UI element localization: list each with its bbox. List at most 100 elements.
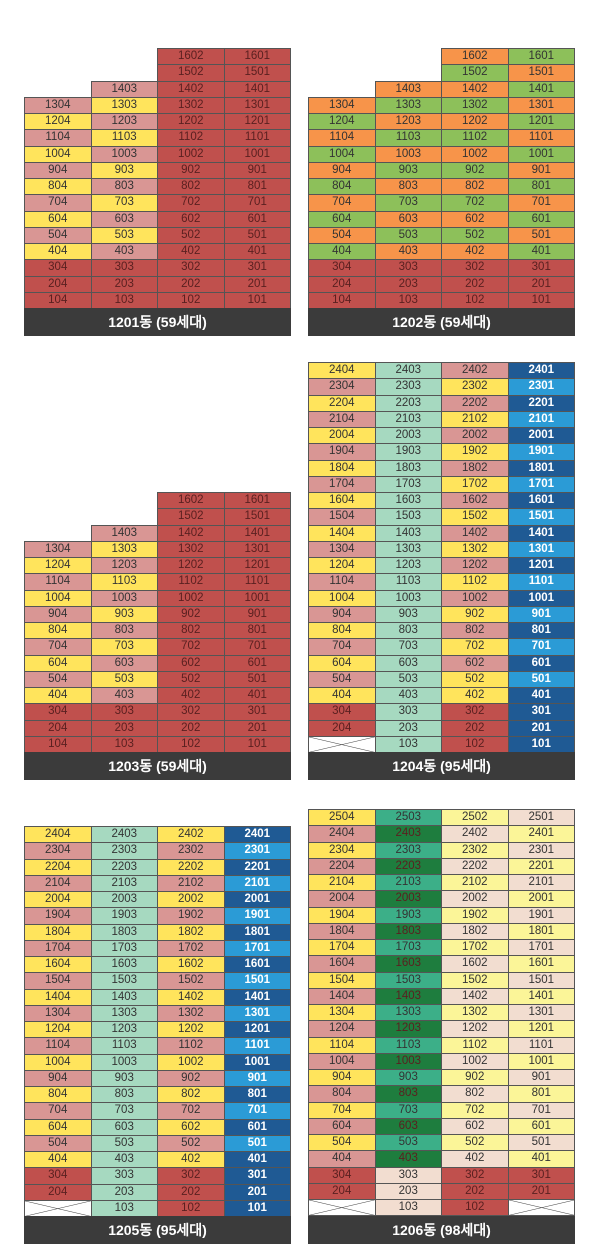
unit-cell: 203 (90, 275, 158, 293)
unit-cell: 104 (308, 291, 376, 309)
unit-cell: 401 (223, 1151, 291, 1169)
unit-cell: 902 (441, 1069, 509, 1087)
unit-cell: 2304 (24, 842, 92, 860)
unit-cell: 504 (308, 1134, 376, 1152)
unit-cell: 1604 (308, 955, 376, 973)
unit-cell: 1401 (223, 524, 291, 542)
unit-cell: 403 (90, 243, 158, 261)
unit-cell: 404 (24, 1151, 92, 1169)
unit-cell: 803 (90, 622, 158, 640)
unit-cell: 2404 (24, 826, 92, 844)
unit-cell: 804 (308, 1085, 376, 1103)
unit-cell: 401 (507, 243, 575, 261)
unit-cell: 502 (441, 1134, 509, 1152)
unit-cell: 1801 (507, 922, 575, 940)
unit-cell: 1503 (374, 971, 442, 989)
unit-cell: 204 (24, 719, 92, 737)
unit-cell: 302 (157, 259, 225, 277)
unit-cell: 201 (223, 719, 291, 737)
unit-cell: 804 (308, 178, 376, 196)
unit-cell: 304 (308, 703, 376, 721)
unit-cell: 1201 (223, 1021, 291, 1039)
unit-cell: 701 (223, 638, 291, 656)
unit-cell: 1903 (374, 906, 442, 924)
unit-cell: 502 (157, 1134, 225, 1152)
unit-cell: 201 (223, 1183, 291, 1201)
unit-cell: 1401 (507, 987, 575, 1005)
unit-cell: 1003 (90, 145, 158, 163)
unit-cell: 1003 (374, 589, 442, 607)
unit-cell: 301 (223, 1167, 291, 1185)
unit-cell: 803 (90, 178, 158, 196)
unit-cell: 801 (223, 1086, 291, 1104)
unit-cell: 804 (308, 622, 376, 640)
unit-cell: 1302 (441, 1004, 509, 1022)
unit-cell: 901 (223, 605, 291, 623)
unit-cell: 1402 (157, 524, 225, 542)
unit-cell: 1601 (507, 955, 575, 973)
unit-cell: 1501 (223, 64, 291, 82)
unit-cell: 1701 (507, 475, 575, 493)
unit-cell: 2502 (441, 809, 509, 827)
unit-cell: 2101 (507, 874, 575, 892)
unit-cell: 103 (90, 291, 158, 309)
unit-cell: 201 (507, 275, 575, 293)
unit-cell: 1303 (90, 1004, 158, 1022)
unit-cell: 1003 (90, 589, 158, 607)
unit-cell: 1001 (507, 589, 575, 607)
unit-cell: 1703 (374, 939, 442, 957)
unit-cell: 1603 (374, 492, 442, 510)
unit-cell: 203 (90, 719, 158, 737)
unit-cell: 903 (374, 1069, 442, 1087)
unit-cell: 1203 (90, 557, 158, 575)
unit-cell: 801 (507, 178, 575, 196)
unit-cell: 1804 (24, 923, 92, 941)
unit-cell: 501 (507, 226, 575, 244)
unit-cell: 902 (441, 605, 509, 623)
unit-cell: 2104 (308, 874, 376, 892)
unit-cell: 1601 (223, 492, 291, 510)
unit-cell: 802 (441, 622, 509, 640)
unit-cell: 2201 (223, 858, 291, 876)
unit-cell: 2203 (374, 857, 442, 875)
unit-cell: 801 (223, 178, 291, 196)
unit-cell: 2504 (308, 809, 376, 827)
unit-cell: 2003 (374, 427, 442, 445)
unit-cell: 904 (24, 161, 92, 179)
unit-cell: 2404 (308, 362, 376, 380)
unit-cell: 1201 (507, 557, 575, 575)
unit-cell: 1303 (374, 1004, 442, 1022)
unit-cell: 1604 (24, 956, 92, 974)
unit-cell: 1904 (308, 443, 376, 461)
unit-cell: 804 (24, 1086, 92, 1104)
unit-cell: 304 (24, 259, 92, 277)
unit-cell: 701 (507, 1101, 575, 1119)
unit-cell: 803 (374, 178, 442, 196)
unit-cell: 902 (441, 161, 509, 179)
unit-cell: 2304 (308, 378, 376, 396)
unit-cell: 602 (157, 210, 225, 228)
unit-cell: 1202 (157, 113, 225, 131)
unit-cell: 2103 (90, 874, 158, 892)
unit-cell: 703 (90, 638, 158, 656)
unit-cell: 204 (308, 275, 376, 293)
unit-cell: 401 (507, 1150, 575, 1168)
unit-cell: 1702 (157, 939, 225, 957)
unit-cell: 2103 (374, 874, 442, 892)
unit-cell: 1203 (90, 113, 158, 131)
unit-cell: 701 (507, 638, 575, 656)
unit-cell: 2302 (157, 842, 225, 860)
unit-cell: 201 (507, 719, 575, 737)
unit-cell: 1204 (24, 113, 92, 131)
unit-cell: 1903 (90, 907, 158, 925)
unit-cell: 1404 (24, 988, 92, 1006)
unit-cell: 1202 (441, 1020, 509, 1038)
unit-cell: 1801 (223, 923, 291, 941)
unit-cell: 1304 (308, 1004, 376, 1022)
unit-cell: 1004 (24, 589, 92, 607)
unit-cell: 2303 (374, 378, 442, 396)
unit-cell: 704 (308, 1101, 376, 1119)
unit-cell: 2004 (308, 427, 376, 445)
unit-cell: 1802 (157, 923, 225, 941)
unit-cell: 2202 (441, 394, 509, 412)
